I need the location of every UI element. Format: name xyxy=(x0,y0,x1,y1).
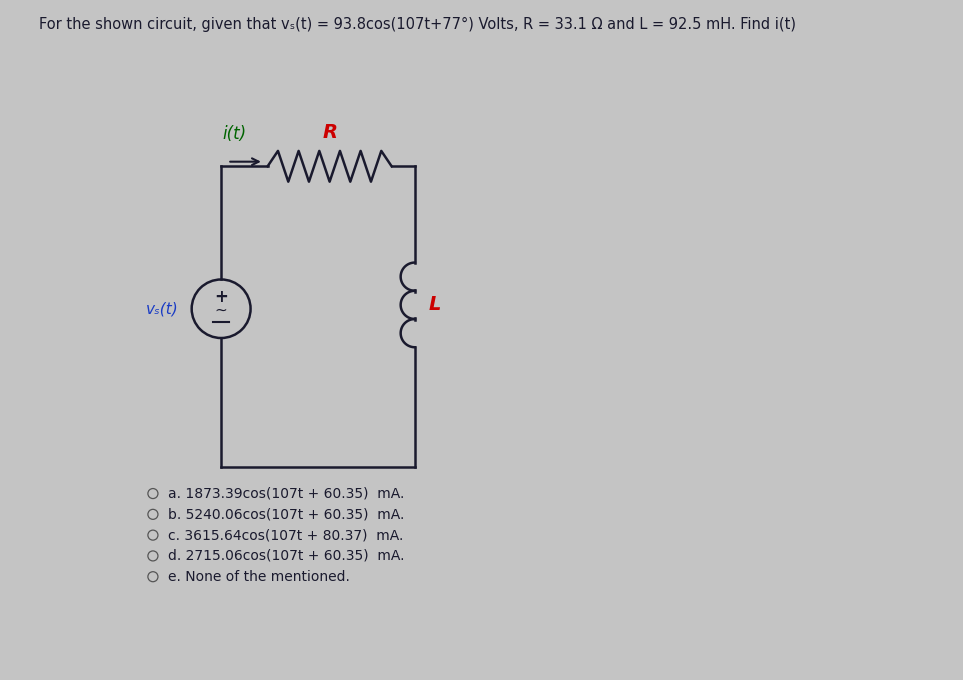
Text: a. 1873.39cos(107t + 60.35)  mA.: a. 1873.39cos(107t + 60.35) mA. xyxy=(169,487,404,500)
Text: i(t): i(t) xyxy=(222,125,247,143)
Text: R: R xyxy=(323,122,337,141)
Text: b. 5240.06cos(107t + 60.35)  mA.: b. 5240.06cos(107t + 60.35) mA. xyxy=(169,507,404,522)
Text: L: L xyxy=(429,295,441,314)
Text: ∼: ∼ xyxy=(215,303,227,318)
Text: d. 2715.06cos(107t + 60.35)  mA.: d. 2715.06cos(107t + 60.35) mA. xyxy=(169,549,404,563)
Text: c. 3615.64cos(107t + 80.37)  mA.: c. 3615.64cos(107t + 80.37) mA. xyxy=(169,528,403,542)
Text: For the shown circuit, given that vₛ(t) = 93.8cos(107t+77°) Volts, R = 33.1 Ω an: For the shown circuit, given that vₛ(t) … xyxy=(39,17,795,32)
Text: vₛ(t): vₛ(t) xyxy=(145,301,178,316)
Text: e. None of the mentioned.: e. None of the mentioned. xyxy=(169,570,351,583)
Text: +: + xyxy=(214,288,228,306)
